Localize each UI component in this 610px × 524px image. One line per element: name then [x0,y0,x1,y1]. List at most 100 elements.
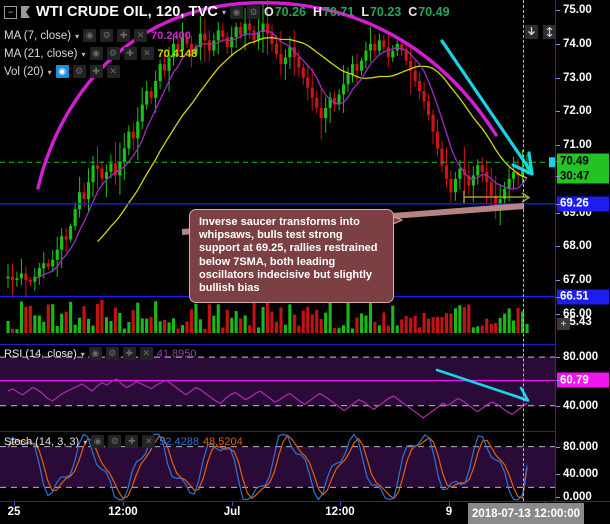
candle-body [145,91,149,105]
volume-bar [319,319,323,333]
inverse-saucer-arc[interactable] [36,1,498,190]
candle-body [149,91,153,98]
candle-body [261,23,265,32]
volume-bar [333,328,337,333]
support-level-badge[interactable]: 69.26 [557,196,609,212]
volume-bars [6,300,529,333]
last-price-badge[interactable]: 70.49 [557,153,609,169]
rsi-label[interactable]: RSI (14, close) [4,347,77,360]
downtrend-arrow[interactable] [440,39,534,176]
ma7-label[interactable]: MA (7, close) [4,29,72,42]
candle-body [346,74,350,85]
candle-body [51,259,55,267]
horizontal-level-arrow[interactable] [463,191,531,203]
candle-body [270,33,274,44]
axis-tick [556,296,560,298]
volume-bar [324,312,328,333]
rsi-gear-icon[interactable]: ⚙ [105,347,119,360]
rsi-downtrend-arrow[interactable] [435,368,530,402]
ma21-remove-icon[interactable]: ✕ [140,47,154,60]
candle-body [431,114,435,132]
volume-add-icon[interactable]: ✚ [89,65,103,78]
visibility-eye-icon[interactable]: ◉ [229,5,243,19]
candle-body [471,175,475,186]
collapse-legend-icon[interactable]: − [4,5,17,19]
candle-body [225,37,229,48]
ma21-dropdown-caret[interactable]: ▾ [81,49,86,59]
volume-bar [207,304,211,333]
volume-bar [274,321,278,333]
stoch-gear-icon[interactable]: ⚙ [108,435,122,448]
axis-tick [556,43,560,45]
volume-bar [104,317,108,333]
volume-bar [377,325,381,333]
ma21-add-icon[interactable]: ✚ [123,47,137,60]
volume-bar [476,326,480,333]
stoch-remove-icon[interactable]: ✕ [142,435,156,448]
ma21-eye-icon[interactable]: ◉ [89,47,103,60]
rsi-eye-icon[interactable]: ◉ [88,347,102,360]
rsi-add-icon[interactable]: ✚ [122,347,136,360]
volume-bar [453,308,457,333]
rsi-arrow-head [510,386,530,402]
candle-body [28,280,32,282]
ma7-dropdown-caret[interactable]: ▾ [75,31,80,41]
volume-bar [521,311,525,333]
chart-annotation-callout[interactable]: Inverse saucer transforms into whipsaws,… [189,209,394,304]
volume-gear-icon[interactable]: ⚙ [72,65,86,78]
candle-body [288,47,292,58]
rsi-value-badge[interactable]: 60.79 [557,372,609,388]
crosshair-vertical-line [523,0,524,501]
ma7-add-icon[interactable]: ✚ [117,29,131,42]
volume-bar [373,321,377,333]
price-plot [0,0,556,333]
volume-bar [113,307,117,333]
symbol-dropdown-caret[interactable]: ▾ [221,8,226,17]
symbol-title[interactable]: WTI CRUDE OIL, 120, TVC [36,4,218,20]
volume-remove-icon[interactable]: ✕ [106,65,120,78]
lower-level-badge[interactable]: 66.51 [557,289,609,305]
volume-bar [51,304,55,333]
volume-bar [203,329,207,333]
volume-bar [149,316,153,333]
ma7-eye-icon[interactable]: ◉ [83,29,97,42]
candle-body [95,165,99,169]
ma7-value: 70.2400 [151,29,191,42]
scroll-to-realtime-button[interactable] [525,25,538,39]
stoch-dropdown-caret[interactable]: ▾ [83,437,88,447]
stoch-eye-icon[interactable]: ◉ [91,435,105,448]
volume-bar [136,302,140,333]
rsi-pane[interactable] [0,345,556,430]
volume-bar [359,313,363,333]
ma21-gear-icon[interactable]: ⚙ [106,47,120,60]
volume-bar [462,307,466,333]
price-axis[interactable]: 75.00 74.00 73.00 72.00 71.00 69.00 68.00 67.00… [555,0,610,503]
candle-body [382,40,386,48]
axis-tick [556,357,560,359]
rsi-remove-icon[interactable]: ✕ [139,347,153,360]
ohlc-key: L [361,5,369,19]
volume-dropdown-caret[interactable]: ▾ [47,67,52,77]
candle-body [337,94,341,105]
volume-eye-icon[interactable]: ◉ [55,65,69,78]
volume-label[interactable]: Vol (20) [4,65,44,78]
ma7-remove-icon[interactable]: ✕ [134,29,148,42]
candle-body [489,182,493,196]
auto-fit-button[interactable] [543,25,556,39]
candle-body [131,131,135,139]
candle-body [386,47,390,58]
ma21-value: 70.4148 [157,47,198,60]
settings-gear-icon[interactable]: ⚙ [246,5,260,19]
ma7-gear-icon[interactable]: ⚙ [100,29,114,42]
ma21-label[interactable]: MA (21, close) [4,47,78,60]
rsi-dropdown-caret[interactable]: ▾ [80,349,85,359]
volume-bar [391,305,395,333]
stoch-add-icon[interactable]: ✚ [125,435,139,448]
stoch-label[interactable]: Stoch (14, 3, 3) [4,435,80,448]
candle-body [104,172,108,179]
candle-body [333,97,337,105]
time-tick-label: Jul [223,506,241,518]
candle-body [301,67,305,78]
add-indicator-button[interactable]: + [557,318,570,330]
